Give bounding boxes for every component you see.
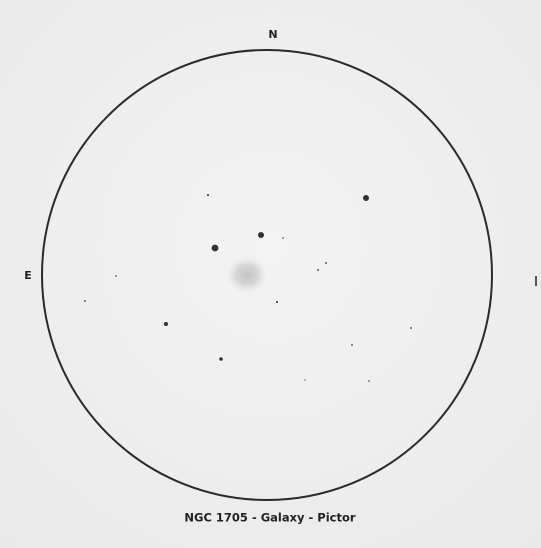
edge-mark: [535, 276, 537, 286]
star: [304, 379, 306, 381]
stars: [84, 194, 412, 382]
star: [363, 195, 369, 201]
star: [325, 262, 327, 264]
star: [410, 327, 412, 329]
east-label: E: [24, 269, 32, 282]
star: [164, 322, 168, 326]
star: [317, 269, 319, 271]
star: [368, 380, 370, 382]
north-label: N: [268, 28, 277, 41]
star: [219, 357, 223, 361]
caption: NGC 1705 - Galaxy - Pictor: [184, 511, 355, 525]
star: [258, 232, 264, 238]
star: [207, 194, 209, 196]
galaxy: [225, 255, 269, 295]
star: [115, 275, 117, 277]
star: [84, 300, 86, 302]
star: [276, 301, 278, 303]
star: [211, 244, 219, 252]
star: [282, 237, 284, 239]
star: [351, 344, 353, 346]
field-of-view: [41, 49, 493, 501]
